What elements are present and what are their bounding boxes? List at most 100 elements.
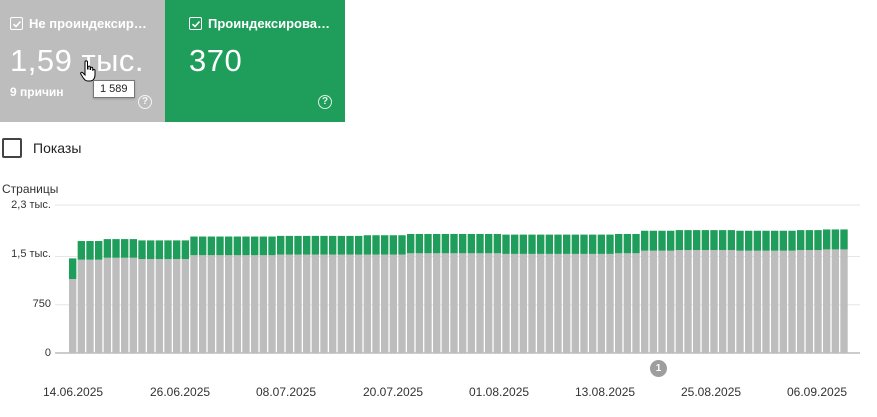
bar-indexed[interactable] <box>129 239 138 258</box>
bar-not-indexed[interactable] <box>398 254 406 353</box>
bar-indexed[interactable] <box>762 230 770 251</box>
bar-indexed[interactable] <box>771 230 779 251</box>
bar-not-indexed[interactable] <box>121 257 129 353</box>
bar-indexed[interactable] <box>502 234 510 254</box>
bar-indexed[interactable] <box>181 240 190 260</box>
bar-indexed[interactable] <box>571 234 580 254</box>
bar-indexed[interactable] <box>389 235 398 255</box>
annotation-marker[interactable]: 1 <box>650 360 667 377</box>
bar-not-indexed[interactable] <box>684 250 692 353</box>
bar-indexed[interactable] <box>346 235 354 255</box>
bar-indexed[interactable] <box>303 235 311 255</box>
bar-indexed[interactable] <box>311 235 320 255</box>
bar-indexed[interactable] <box>207 236 216 256</box>
bar-indexed[interactable] <box>320 235 328 255</box>
bar-indexed[interactable] <box>355 235 363 255</box>
bar-not-indexed[interactable] <box>346 254 354 353</box>
bar-not-indexed[interactable] <box>519 253 528 353</box>
bar-not-indexed[interactable] <box>649 250 658 353</box>
bar-indexed[interactable] <box>467 233 476 254</box>
bar-indexed[interactable] <box>372 235 380 255</box>
bar-not-indexed[interactable] <box>372 254 380 353</box>
bar-indexed[interactable] <box>121 239 129 258</box>
bar-not-indexed[interactable] <box>493 253 502 353</box>
bar-indexed[interactable] <box>69 258 77 279</box>
bar-indexed[interactable] <box>337 235 346 255</box>
bar-not-indexed[interactable] <box>164 259 172 353</box>
bar-not-indexed[interactable] <box>840 249 848 353</box>
bar-not-indexed[interactable] <box>415 253 424 353</box>
bar-indexed[interactable] <box>753 230 762 251</box>
bar-indexed[interactable] <box>424 233 432 254</box>
bar-indexed[interactable] <box>433 233 441 254</box>
bar-not-indexed[interactable] <box>129 257 138 353</box>
bar-indexed[interactable] <box>415 233 424 254</box>
bar-indexed[interactable] <box>736 230 744 251</box>
bar-indexed[interactable] <box>805 230 814 251</box>
bar-not-indexed[interactable] <box>701 250 710 353</box>
bar-not-indexed[interactable] <box>727 250 736 353</box>
bar-not-indexed[interactable] <box>103 257 112 353</box>
bar-not-indexed[interactable] <box>77 259 86 353</box>
bar-indexed[interactable] <box>788 230 796 251</box>
bar-indexed[interactable] <box>155 240 164 260</box>
bar-indexed[interactable] <box>398 235 406 255</box>
bar-indexed[interactable] <box>268 236 276 256</box>
bar-indexed[interactable] <box>597 234 606 254</box>
bar-not-indexed[interactable] <box>563 253 571 353</box>
bar-indexed[interactable] <box>450 233 458 254</box>
bar-indexed[interactable] <box>233 236 242 256</box>
impressions-checkbox[interactable] <box>2 138 22 158</box>
bar-indexed[interactable] <box>649 230 658 251</box>
bar-indexed[interactable] <box>103 239 112 258</box>
bar-not-indexed[interactable] <box>771 250 779 353</box>
bar-not-indexed[interactable] <box>753 250 762 353</box>
bar-indexed[interactable] <box>329 235 337 255</box>
bar-not-indexed[interactable] <box>173 259 181 353</box>
bar-not-indexed[interactable] <box>814 250 822 353</box>
bar-indexed[interactable] <box>779 230 788 251</box>
bar-not-indexed[interactable] <box>450 253 458 353</box>
bar-not-indexed[interactable] <box>675 250 684 353</box>
bar-not-indexed[interactable] <box>511 253 519 353</box>
bar-not-indexed[interactable] <box>788 250 796 353</box>
bar-indexed[interactable] <box>831 229 840 250</box>
bar-indexed[interactable] <box>814 230 822 251</box>
bar-indexed[interactable] <box>493 233 502 254</box>
bar-not-indexed[interactable] <box>207 255 216 353</box>
bar-indexed[interactable] <box>199 236 207 256</box>
bar-not-indexed[interactable] <box>147 259 155 353</box>
bar-indexed[interactable] <box>632 233 640 254</box>
bar-not-indexed[interactable] <box>355 254 363 353</box>
bar-not-indexed[interactable] <box>571 253 580 353</box>
bar-not-indexed[interactable] <box>528 253 536 353</box>
bar-indexed[interactable] <box>675 230 684 251</box>
bar-indexed[interactable] <box>363 235 372 255</box>
bar-indexed[interactable] <box>701 230 710 251</box>
bar-indexed[interactable] <box>545 234 554 254</box>
bar-indexed[interactable] <box>164 240 172 260</box>
bar-not-indexed[interactable] <box>476 253 484 353</box>
bar-not-indexed[interactable] <box>441 253 450 353</box>
not-indexed-card[interactable]: Не проиндексир… 1,59 тыс. 9 причин ? <box>0 0 165 122</box>
bar-not-indexed[interactable] <box>251 255 259 353</box>
bar-not-indexed[interactable] <box>632 253 640 353</box>
bar-indexed[interactable] <box>623 233 632 254</box>
bar-not-indexed[interactable] <box>407 253 415 353</box>
bar-not-indexed[interactable] <box>320 254 328 353</box>
bar-indexed[interactable] <box>667 230 675 251</box>
bar-indexed[interactable] <box>606 234 614 254</box>
bar-not-indexed[interactable] <box>95 259 103 353</box>
bar-indexed[interactable] <box>745 230 753 251</box>
bar-indexed[interactable] <box>86 241 94 260</box>
bar-indexed[interactable] <box>95 241 103 260</box>
bar-not-indexed[interactable] <box>86 259 94 353</box>
bar-indexed[interactable] <box>190 236 198 256</box>
bar-not-indexed[interactable] <box>580 253 588 353</box>
bar-not-indexed[interactable] <box>779 250 788 353</box>
bar-indexed[interactable] <box>277 235 285 255</box>
bar-indexed[interactable] <box>840 229 848 250</box>
bar-not-indexed[interactable] <box>225 255 233 353</box>
bar-indexed[interactable] <box>710 230 718 251</box>
bar-not-indexed[interactable] <box>502 253 510 353</box>
